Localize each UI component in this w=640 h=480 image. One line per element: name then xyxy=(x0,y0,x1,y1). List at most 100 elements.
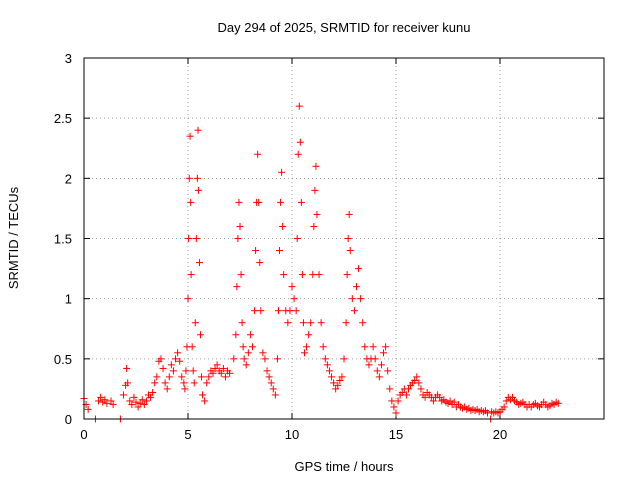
data-point xyxy=(350,307,358,315)
data-point xyxy=(373,367,381,375)
data-point xyxy=(384,367,392,375)
data-point xyxy=(149,389,157,397)
data-point xyxy=(398,389,406,397)
data-point xyxy=(209,369,217,377)
data-point xyxy=(265,373,273,381)
x-tick-label: 5 xyxy=(184,427,191,442)
y-tick-label: 1 xyxy=(65,292,72,307)
data-point xyxy=(123,364,131,372)
data-points xyxy=(80,102,562,423)
x-tick-label: 20 xyxy=(493,427,507,442)
data-point xyxy=(502,397,510,405)
data-point xyxy=(280,271,288,279)
plot-frame xyxy=(83,57,605,420)
data-point xyxy=(132,398,140,406)
data-point xyxy=(371,355,379,363)
data-point xyxy=(130,393,138,401)
data-point xyxy=(292,307,300,315)
data-point xyxy=(336,376,344,384)
data-point xyxy=(334,381,342,389)
data-point xyxy=(261,355,269,363)
data-point xyxy=(240,355,248,363)
data-point xyxy=(365,361,373,369)
data-point xyxy=(226,369,234,377)
data-point xyxy=(310,222,318,230)
data-point xyxy=(190,379,198,387)
data-point xyxy=(361,343,369,351)
data-point xyxy=(297,198,305,206)
data-point xyxy=(290,295,298,303)
data-point xyxy=(153,373,161,381)
data-point xyxy=(317,319,325,327)
data-point xyxy=(124,379,132,387)
data-point xyxy=(174,349,182,357)
data-point xyxy=(446,397,454,405)
data-point xyxy=(213,361,221,369)
data-point xyxy=(348,295,356,303)
data-point xyxy=(254,150,262,158)
data-point xyxy=(235,198,243,206)
data-point xyxy=(193,174,201,182)
data-point xyxy=(176,357,184,365)
data-point xyxy=(392,409,400,417)
data-point xyxy=(221,373,229,381)
data-point xyxy=(219,364,227,372)
data-point xyxy=(186,132,194,140)
data-point xyxy=(201,397,209,405)
data-point xyxy=(315,271,323,279)
data-point xyxy=(293,235,301,242)
data-point xyxy=(274,307,282,315)
data-point xyxy=(161,379,169,387)
data-point xyxy=(298,271,306,279)
data-point xyxy=(325,367,333,375)
data-point xyxy=(321,355,329,363)
data-point xyxy=(273,355,281,363)
data-point xyxy=(159,364,167,372)
grid-lines xyxy=(83,57,604,420)
data-point xyxy=(134,403,142,411)
data-point xyxy=(323,361,331,369)
data-point xyxy=(382,343,390,351)
data-point xyxy=(359,319,367,327)
data-point xyxy=(259,349,267,357)
data-point xyxy=(217,369,225,377)
data-point xyxy=(386,385,394,393)
data-point xyxy=(369,343,377,351)
data-point xyxy=(554,399,562,407)
data-point xyxy=(284,319,292,327)
data-point xyxy=(309,271,317,279)
data-point xyxy=(233,283,241,291)
y-tick-label: 1.5 xyxy=(54,232,72,247)
data-point xyxy=(196,331,204,339)
data-point xyxy=(404,385,412,393)
data-point xyxy=(180,379,188,387)
data-point xyxy=(417,385,425,393)
x-tick-label: 10 xyxy=(285,427,299,442)
data-point xyxy=(307,319,315,327)
data-point xyxy=(415,379,423,387)
data-point xyxy=(279,222,287,230)
data-point xyxy=(178,373,186,381)
data-point xyxy=(312,162,320,170)
data-point xyxy=(236,222,244,230)
data-point xyxy=(413,373,421,381)
data-point xyxy=(343,271,351,279)
y-tick-label: 0 xyxy=(65,412,72,427)
data-point xyxy=(340,355,348,363)
data-point xyxy=(305,331,313,339)
y-tick-labels: 0 0.5 1 1.5 2 2.5 3 xyxy=(54,51,72,427)
data-point xyxy=(103,399,111,407)
data-point xyxy=(294,150,302,158)
data-point xyxy=(256,259,264,267)
data-point xyxy=(185,235,193,242)
data-point xyxy=(167,361,175,369)
data-point xyxy=(278,168,286,176)
data-point xyxy=(205,373,213,381)
data-point xyxy=(142,397,150,405)
data-point xyxy=(375,373,383,381)
y-axis-label: SRMTID / TECUs xyxy=(6,186,21,289)
data-point xyxy=(332,385,340,393)
data-point xyxy=(126,397,134,405)
data-point xyxy=(248,343,256,351)
